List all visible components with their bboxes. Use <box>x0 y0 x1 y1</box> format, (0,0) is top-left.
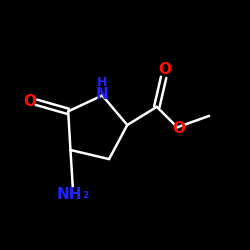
Text: O: O <box>172 121 185 136</box>
Text: N: N <box>96 87 109 102</box>
Text: O: O <box>158 62 171 77</box>
Text: ₂: ₂ <box>82 187 88 201</box>
Text: O: O <box>23 94 36 109</box>
Text: H: H <box>97 76 108 90</box>
Text: NH: NH <box>56 187 82 202</box>
